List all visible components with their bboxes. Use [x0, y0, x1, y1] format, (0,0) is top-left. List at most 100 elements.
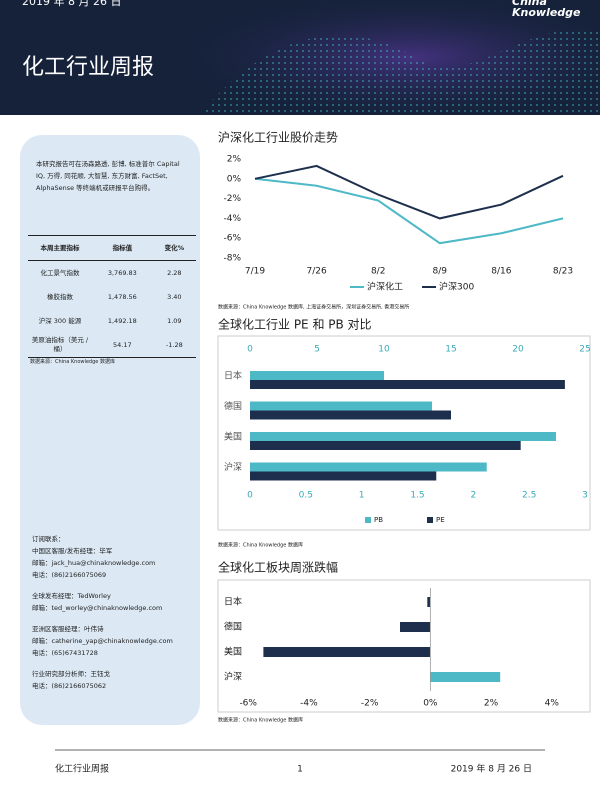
contact-line: 全球发布经理：TedWorley [32, 592, 111, 600]
chart-frame [217, 579, 591, 713]
legend-swatch [365, 517, 371, 523]
y-tick-label: 2% [227, 155, 242, 165]
category-label: 美国 [224, 646, 242, 658]
y-tick-label: -2% [223, 194, 241, 204]
category-label: 德国 [224, 400, 242, 412]
contact-line: 行业研究部分析师：王钰戈 [32, 670, 110, 678]
table-cell: 橡胶指数 [47, 292, 73, 301]
table-row: 橡胶指数 1,478.56 3.40 [28, 285, 196, 309]
contact-group: 订阅联系： 中国区客服/发布经理：毕军 邮箱：jack_hua@chinaknowl… [32, 533, 173, 581]
contact-group: 亚洲区客服经理：叶伟诗邮箱：catherine_yap@chinaknowled… [32, 623, 173, 659]
bar [263, 647, 431, 657]
table-cell: 3.40 [167, 292, 182, 301]
legend-label: PE [436, 516, 445, 524]
x-tick-label: -6% [239, 699, 257, 709]
x-tick-label: 8/23 [553, 267, 573, 277]
x-tick-label: 8/2 [371, 267, 385, 277]
x-tick-label: 0 [247, 491, 253, 501]
contact-group: 行业研究部分析师：王钰戈 电话：(86)2166075062 [32, 668, 173, 692]
table-cell: 1,478.56 [107, 292, 137, 301]
table-cell: 化工景气指数 [40, 268, 80, 277]
x-tick-label: 8/9 [433, 267, 448, 277]
x2-tick-label: 25 [579, 345, 590, 355]
table-header-row: 本周主要指标 指标值 变化% [28, 235, 196, 261]
chart-title: 沪深化工行业股价走势 [218, 131, 338, 145]
contact-line: 亚洲区客服经理：叶伟诗 [32, 625, 104, 633]
x-tick-label: 4% [545, 699, 560, 709]
contact-line: 邮箱：jack_hua@chinaknowledge.com [32, 559, 156, 567]
contact-line: 邮箱：catherine_yap@chinaknowledge.com [32, 637, 173, 645]
table-cell: 2.28 [167, 268, 182, 277]
chart-note: 数据来源：China Knowledge 数据库 [218, 717, 303, 724]
bar [250, 380, 565, 389]
category-label: 德国 [224, 621, 242, 633]
x2-tick-label: 20 [512, 345, 524, 355]
x-tick-label: 0.5 [299, 491, 313, 501]
bar [427, 597, 431, 607]
brand: China [512, 0, 547, 8]
table-header-cell: 指标值 [112, 243, 133, 252]
table: 本周主要指标 指标值 变化% 化工景气指数 3,769.83 2.28 橡胶指数 1,478.… [28, 235, 196, 358]
table-cell: 54.17 [113, 340, 132, 349]
footer-date: 2019 年 8 月 26 日 [451, 763, 532, 775]
contact-line: 中国区客服/发布经理：毕军 [32, 547, 113, 555]
table-cell: 1.09 [167, 316, 182, 325]
legend-label: 沪深化工 [367, 281, 403, 293]
bar [250, 462, 487, 472]
contact-line: 邮箱：ted_worley@chinaknowledge.com [32, 604, 163, 612]
intro: 本研究报告可在汤森路透, 彭博, 标准普尔 Capital IQ, 万得, 同花… [36, 160, 180, 192]
header-title: 化工行业周报 [22, 55, 154, 80]
table-note: 数据来源：China Knowledge 数据库 [30, 359, 115, 365]
legend-swatch [427, 517, 433, 523]
y-tick-label: 0% [227, 174, 242, 184]
table-cell: 美原油指标（美元 / 桶） [31, 336, 89, 353]
chart-note: 数据来源：China Knowledge 数据库 [218, 542, 303, 549]
x-tick-label: 7/26 [306, 267, 326, 277]
chart-title: 全球化工板块周涨跌幅 [218, 560, 338, 575]
table-header-cell: 变化% [164, 243, 185, 252]
bar [250, 371, 384, 380]
category-label: 日本 [224, 370, 242, 382]
x-tick-label: -4% [300, 699, 318, 709]
x-tick-label: 7/19 [245, 267, 265, 277]
y-tick-label: -4% [223, 214, 241, 224]
table-header-cell: 本周主要指标 [40, 243, 80, 252]
table-row: 美原油指标（美元 / 桶） 54.17 -1.28 [28, 333, 196, 358]
y-tick-label: -6% [223, 234, 241, 244]
footer-left: 化工行业周报 [55, 763, 109, 775]
bar [250, 401, 433, 411]
x-tick-label: 1.5 [410, 491, 424, 501]
line-series [254, 177, 564, 245]
table-cell: 1,492.18 [107, 316, 137, 325]
chart-title: 全球化工行业 PE 和 PB 对比 [218, 317, 372, 332]
table-cell: -1.28 [165, 340, 183, 349]
bar [250, 410, 451, 420]
table-cell: 沪深 300 能源 [38, 316, 82, 325]
x-tick-label: 2.5 [522, 491, 536, 501]
line-series [254, 164, 564, 220]
legend-label: PB [374, 516, 383, 524]
x-tick-label: 3 [582, 491, 588, 501]
contacts: 订阅联系： 中国区客服/发布经理：毕军 邮箱：jack_hua@chinaknowl… [32, 533, 173, 701]
contact-line: 电话：(65)67431728 [32, 649, 98, 657]
bar [400, 622, 431, 632]
indicator-table: 本周主要指标 指标值 变化% 化工景气指数 3,769.83 2.28 橡胶指数 1,478.… [28, 235, 196, 358]
x-tick-label: 8/16 [491, 267, 511, 277]
brand: Knowledge [512, 6, 581, 19]
x-tick-label: -2% [361, 699, 379, 709]
category-label: 沪深 [224, 671, 242, 683]
table-row: 沪深 300 能源 1,492.18 1.09 [28, 309, 196, 333]
x-tick-label: 1 [359, 491, 365, 501]
chart-frame [217, 335, 591, 531]
x-tick-label: 2 [470, 491, 476, 501]
x2-tick-label: 15 [445, 345, 456, 355]
bar [250, 441, 521, 450]
category-label: 日本 [224, 596, 242, 608]
footer-page: 1 [297, 765, 303, 775]
x2-tick-label: 5 [314, 345, 320, 355]
x-tick-label: 0% [423, 699, 438, 709]
x-tick-label: 2% [484, 699, 499, 709]
sidebar-panel [20, 135, 200, 725]
